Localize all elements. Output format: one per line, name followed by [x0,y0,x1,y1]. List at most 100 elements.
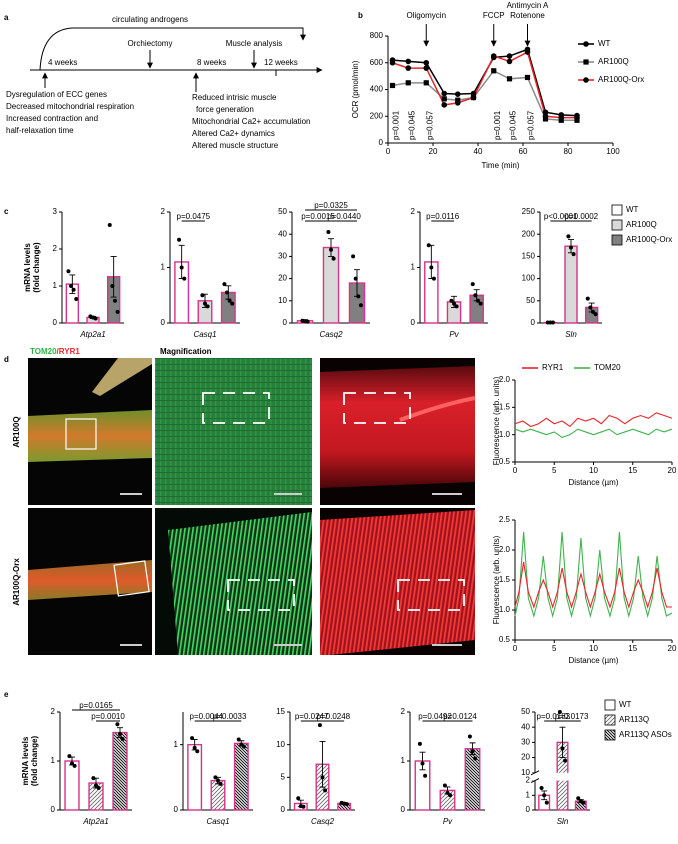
marker [454,91,461,97]
error-bar [328,238,334,257]
panel-label: b [358,11,363,20]
p-value: p=0.0173 [555,712,589,721]
data-point [190,736,195,741]
data-point [448,793,453,798]
stain: /RYR1 [57,347,81,356]
y-tick-label: 10 [278,296,287,305]
y-tick-label: 2 [411,207,416,216]
x-tick-label: 0 [386,147,391,156]
p-value: p=0.0492 [418,712,452,721]
data-point [356,294,361,299]
data-point [177,237,182,242]
data-point [182,276,187,281]
data-point [305,319,310,324]
data-point [563,758,568,763]
p-value: p=0.001 [493,110,502,140]
x-category-label: Atp2a1 [79,330,105,339]
roi-box [227,579,295,611]
data-point [478,301,483,306]
data-point [557,710,562,714]
marker [454,100,461,106]
series-line [514,531,673,619]
y-tick-label: 600 [370,58,384,67]
y-tick-label: 2.0 [499,545,511,554]
p-value: p=0.0124 [443,712,477,721]
data-point [560,746,565,751]
series-line [514,561,672,609]
axis-break-mark [530,778,540,784]
timeline: circulating androgens Orchiectomy Muscle… [6,15,323,150]
legend-label: RYR1 [542,363,564,372]
y-tick-label: 10 [276,740,285,749]
x-category-label: Sln [565,330,577,339]
y-tick-label: 30 [521,737,530,746]
bar [112,731,128,811]
data-point [590,309,595,314]
x-category-label: Casq1 [206,817,229,826]
marker [506,53,513,59]
p-value: p<0.0001 [544,212,578,221]
x-tick-label: 10 [589,644,598,653]
marker [542,113,549,120]
p-value: p=0.0015 [301,212,335,221]
y-tick-label: 400 [370,85,384,94]
data-point [205,304,210,309]
y-tick-label: 30 [278,252,287,261]
data-point [581,800,586,805]
legend-swatch [611,204,623,216]
x-tick-label: 5 [552,466,557,475]
data-point [110,284,115,288]
p-value: p=0.001 [392,110,401,140]
legend-label: WT [619,700,632,709]
p-value: p=0.0116 [426,212,460,221]
week-label: 12 weeks [264,58,298,67]
marker [506,58,513,65]
data-point [203,301,207,306]
data-point [449,298,454,303]
marker [405,65,412,71]
data-point [195,749,200,754]
roi-box [113,560,150,597]
data-point [118,732,122,737]
legend-swatch [604,714,616,726]
annotation: Muscle analysis [226,39,282,48]
finding: force generation [196,105,254,114]
data-point [423,773,428,778]
marker [441,102,448,108]
legend-marker [583,59,589,65]
y-tick-label: 0 [531,318,536,327]
legend-label: WT [598,39,611,48]
data-point [236,737,241,742]
data-point [353,276,358,281]
bar [464,748,481,811]
legend-swatch [604,699,616,711]
data-point [475,298,480,303]
data-point [74,296,79,301]
data-point [442,783,447,788]
data-point [326,229,331,234]
data-point [467,734,472,739]
data-point [329,247,333,252]
data-point [588,305,593,310]
x-tick-label: 0 [513,644,518,653]
data-point [544,800,549,805]
y-axis-label: Fluorescence (arb. units) [492,376,501,465]
roi-box [202,392,270,424]
y-tick-label: 800 [370,31,384,40]
y-tick-label: 0 [379,138,384,147]
data-point [445,790,450,795]
data-point [66,269,71,274]
marker [491,68,497,74]
x-tick-label: 100 [606,147,620,156]
legend-label: TOM20 [594,363,621,372]
y-tick-label: 1 [526,790,531,799]
y-tick-label: 0 [51,805,56,814]
data-point [576,796,581,801]
marker [389,82,396,89]
y-tick-label: 1.0 [499,605,511,614]
data-point [213,775,218,780]
p-value: p=0.0248 [317,712,351,721]
finding: Altered muscle structure [192,141,279,150]
data-point [296,796,301,801]
y-tick-label: 0 [174,805,179,814]
